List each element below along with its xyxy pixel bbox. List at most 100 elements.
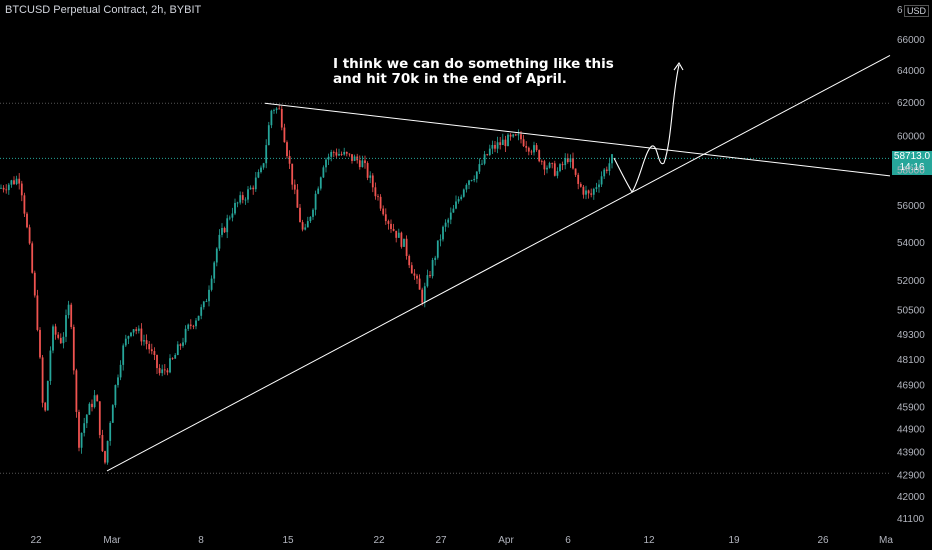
candle-body <box>309 216 312 222</box>
candle-body <box>369 175 372 178</box>
candle-body <box>5 189 8 191</box>
candle-body <box>223 227 226 233</box>
candle-body <box>494 145 496 149</box>
candle-body <box>317 188 320 194</box>
candle-body <box>403 238 405 247</box>
candle-body <box>436 240 439 258</box>
candle-body <box>603 169 606 177</box>
price-tick-label: 6 <box>897 5 903 16</box>
candle-body <box>343 152 346 155</box>
price-tick-label: 45900 <box>897 402 925 413</box>
candle-body <box>598 184 600 188</box>
candle-body <box>80 432 83 448</box>
candle-body <box>54 326 57 335</box>
candle-body <box>488 148 491 155</box>
candle-body <box>257 172 260 178</box>
candle-body <box>590 193 593 195</box>
candle-body <box>10 180 13 185</box>
candle-body <box>215 248 218 263</box>
candle-body <box>44 402 47 411</box>
candle-body <box>179 344 182 346</box>
candle-body <box>93 395 96 408</box>
candle-body <box>559 164 561 172</box>
price-tick-label: 64000 <box>897 66 925 77</box>
candle-body <box>395 230 398 238</box>
candle-body <box>335 152 338 156</box>
time-tick-label: 8 <box>198 535 204 546</box>
candle-body <box>244 199 247 201</box>
candle-body <box>546 167 548 170</box>
candle-body <box>605 169 608 171</box>
candle-body <box>418 278 421 290</box>
candle-body <box>78 411 80 448</box>
candle-body <box>72 326 75 371</box>
candle-body <box>236 202 239 204</box>
candle-body <box>377 196 379 198</box>
candle-body <box>161 369 164 374</box>
candle-body <box>286 142 288 157</box>
time-tick-label: 22 <box>30 535 42 546</box>
time-tick-label: Ma <box>879 535 893 546</box>
candle-body <box>171 358 174 360</box>
candle-body <box>273 110 275 111</box>
time-tick-label: Mar <box>103 535 121 546</box>
candle-body <box>239 195 242 203</box>
candle-body <box>288 156 291 164</box>
candle-body <box>351 154 353 161</box>
candle-body <box>13 180 15 185</box>
candle-body <box>496 142 499 149</box>
candle-body <box>468 180 470 185</box>
candle-body <box>205 301 208 303</box>
candle-body <box>306 221 309 228</box>
candle-body <box>499 142 502 146</box>
candle-body <box>122 345 125 365</box>
candle-body <box>530 151 533 153</box>
candle-body <box>543 161 546 170</box>
candle-body <box>195 320 197 327</box>
price-tick-label: 46900 <box>897 380 925 391</box>
candle-body <box>163 369 166 371</box>
candle-body <box>0 187 2 189</box>
candle-body <box>527 147 530 152</box>
candle-body <box>525 146 528 148</box>
candle-body <box>408 255 411 266</box>
currency-label: USD <box>907 6 927 16</box>
candle-body <box>153 351 156 356</box>
candle-body <box>538 150 541 162</box>
candle-body <box>522 139 525 147</box>
candle-body <box>566 157 569 163</box>
candle-body <box>67 304 70 316</box>
candle-body <box>70 304 73 327</box>
candle-body <box>556 171 559 176</box>
candle-body <box>462 189 465 197</box>
candle-body <box>158 368 161 374</box>
price-tick-label: 66000 <box>897 35 925 46</box>
candle-body <box>210 278 213 290</box>
candle-body <box>52 326 54 351</box>
drawing-layer <box>0 54 891 474</box>
price-tick-label: 41100 <box>897 514 925 525</box>
currency-badge[interactable]: USD <box>904 5 930 17</box>
candle-body <box>551 163 554 164</box>
candle-body <box>18 178 21 184</box>
candle-body <box>33 272 36 296</box>
candle-body <box>132 329 135 333</box>
candle-body <box>189 324 192 326</box>
candle-body <box>98 401 101 435</box>
candle-body <box>208 289 210 302</box>
candle-body <box>470 180 473 181</box>
price-tick-label: 42000 <box>897 492 925 503</box>
bar-countdown: 14:16 <box>899 162 925 173</box>
candle-body <box>348 153 351 155</box>
candle-body <box>46 380 49 411</box>
candle-body <box>397 232 400 238</box>
candle-body <box>512 134 515 137</box>
candle-body <box>241 195 244 200</box>
candle-body <box>169 358 171 373</box>
candle-body <box>59 337 62 344</box>
candle-body <box>608 163 611 171</box>
candle-body <box>15 178 18 185</box>
candle-body <box>460 196 463 200</box>
candle-body <box>410 265 413 274</box>
